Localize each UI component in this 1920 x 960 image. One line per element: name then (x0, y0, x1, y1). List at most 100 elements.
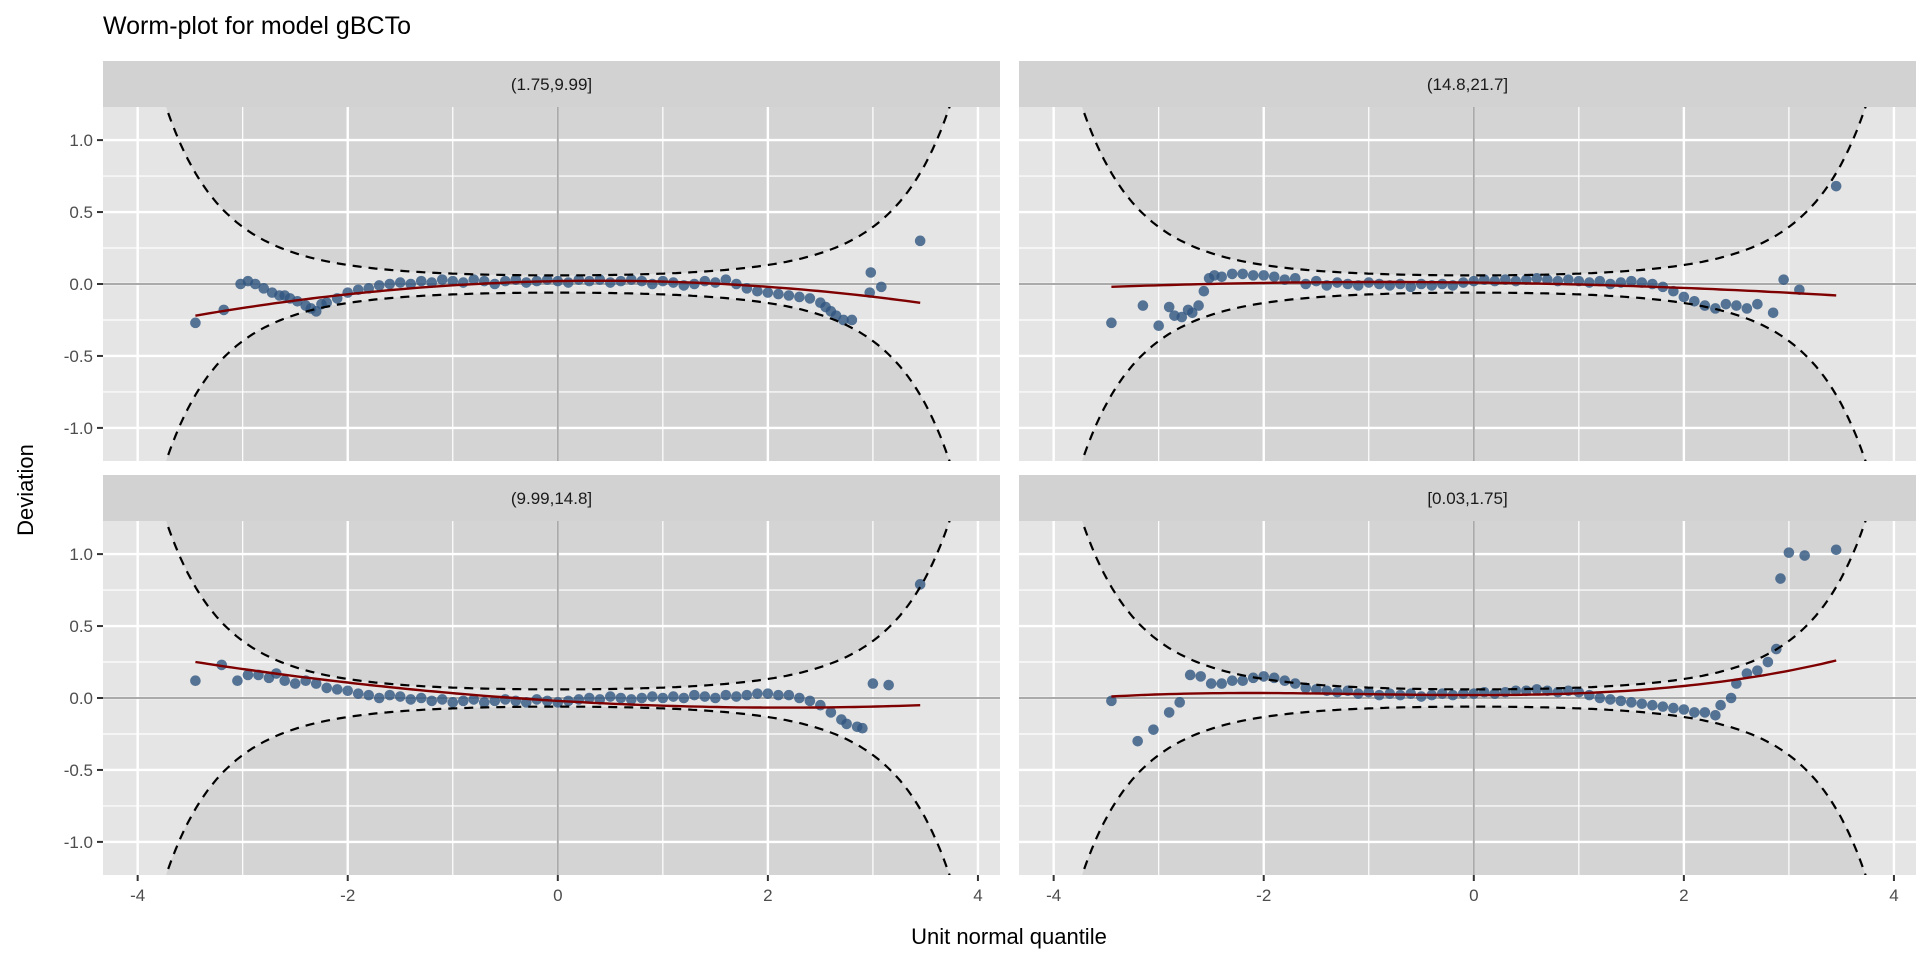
upper-shade-region (1082, 521, 1866, 690)
data-point (1605, 278, 1616, 290)
data-point (647, 691, 658, 702)
data-point (1626, 697, 1637, 708)
fitted-curve (195, 279, 921, 317)
data-point (1531, 272, 1543, 284)
facet-strip (103, 475, 1000, 521)
data-point (1268, 672, 1280, 684)
data-point (1237, 268, 1249, 280)
y-tick-label: -0.5 (64, 347, 93, 366)
data-point (457, 277, 469, 288)
data-point (1415, 278, 1427, 290)
data-point (876, 281, 887, 293)
data-point (242, 669, 254, 681)
data-point (331, 684, 343, 695)
data-point (1310, 684, 1322, 695)
data-point (499, 275, 511, 287)
data-point (1436, 278, 1448, 290)
data-point (584, 692, 595, 704)
data-point (1468, 275, 1480, 287)
y-tick-label: -0.5 (64, 761, 93, 780)
data-point (1187, 307, 1198, 319)
data-point (626, 274, 637, 285)
data-point (436, 274, 448, 285)
data-point (415, 275, 427, 287)
data-point (352, 688, 364, 699)
y-tick-label: -1.0 (64, 419, 93, 438)
facet-panel: (14.8,21.7] (1019, 61, 1916, 461)
data-point (857, 722, 868, 734)
data-point (1247, 270, 1259, 281)
data-point (773, 689, 784, 701)
data-point (1731, 300, 1742, 311)
y-tick-label: -1.0 (64, 833, 93, 852)
x-tick-label: 0 (553, 886, 562, 905)
data-point (1163, 707, 1175, 718)
y-tick-label: 0.0 (69, 275, 93, 294)
facet-panel: (1.75,9.99] -1.0 -0.5 0.0 0.5 1.0 (64, 61, 1000, 461)
data-point (1615, 695, 1627, 707)
y-axis-title: Deviation (13, 444, 38, 536)
data-point (1331, 686, 1343, 698)
data-point (1636, 698, 1648, 710)
data-point (1457, 688, 1469, 699)
y-tick-label: 0.0 (69, 689, 93, 708)
data-point (1741, 303, 1753, 314)
data-point (1710, 709, 1721, 721)
data-point (258, 283, 270, 294)
data-point (1657, 701, 1669, 712)
data-point (1720, 298, 1732, 310)
data-point (1741, 668, 1753, 679)
data-point (1300, 682, 1312, 694)
y-tick-label: 1.0 (69, 545, 93, 564)
data-point (394, 691, 406, 702)
data-point (1715, 699, 1726, 711)
data-point (289, 678, 301, 689)
data-point (1436, 688, 1448, 699)
data-point (1258, 270, 1270, 281)
data-point (342, 287, 354, 298)
data-point (1373, 278, 1385, 290)
data-point (1668, 702, 1679, 714)
data-point (1531, 684, 1543, 695)
data-point (468, 274, 480, 285)
data-point (752, 688, 763, 699)
y-tick-label: 0.5 (69, 203, 93, 222)
fitted-curve (1111, 659, 1837, 698)
x-tick-label: 4 (973, 886, 982, 905)
x-tick-label: 2 (763, 886, 772, 905)
data-point (846, 314, 858, 326)
data-point (865, 267, 877, 278)
data-point (1415, 691, 1427, 702)
data-point (1300, 278, 1312, 290)
data-point (1830, 180, 1842, 192)
data-point (405, 694, 417, 705)
data-point (815, 699, 826, 711)
data-point (689, 689, 700, 701)
data-point (794, 692, 805, 704)
data-point (190, 675, 201, 687)
x-axis-title: Unit normal quantile (911, 924, 1107, 949)
panel-content (1019, 521, 1916, 875)
data-point (1289, 272, 1301, 284)
data-point (1342, 278, 1354, 290)
data-point (447, 697, 459, 708)
data-point (678, 692, 690, 704)
x-tick-label: -4 (130, 886, 145, 905)
y-tick-label: 1.0 (69, 131, 93, 150)
data-point (741, 689, 753, 701)
data-point (752, 285, 763, 297)
data-point (1106, 317, 1117, 329)
data-point (783, 689, 795, 701)
data-point (1258, 671, 1270, 682)
facet-strip-label: (14.8,21.7] (1427, 75, 1508, 94)
data-point (720, 274, 732, 285)
facet-panel: (9.99,14.8] -1.0 -0.5 0.0 0.5 1.0 -4 -2 0 2 4 (64, 475, 1000, 905)
upper-confidence-envelope (1080, 521, 1867, 691)
data-point (1699, 707, 1711, 718)
data-point (710, 692, 721, 704)
lower-confidence-envelope (1080, 705, 1867, 875)
data-point (699, 691, 711, 702)
data-point (1647, 699, 1658, 711)
data-point (773, 288, 784, 300)
fitted-curve (195, 660, 921, 709)
